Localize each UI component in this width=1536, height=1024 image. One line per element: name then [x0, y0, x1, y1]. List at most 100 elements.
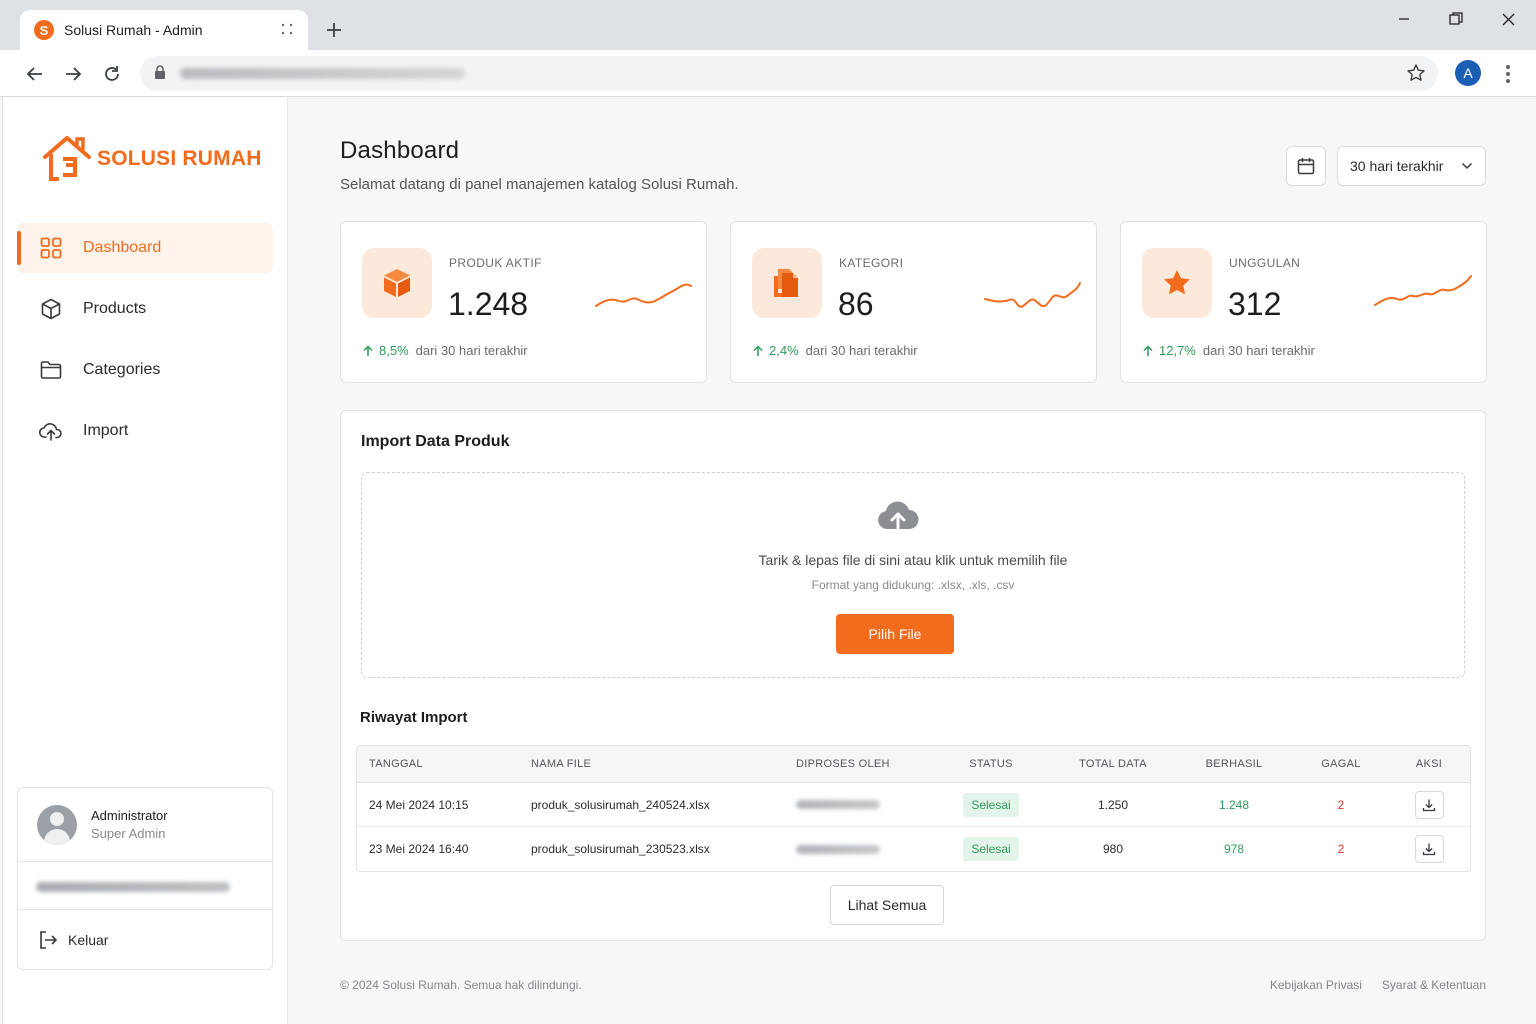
stat-value: 86 — [838, 286, 874, 322]
favicon-icon: S — [34, 20, 54, 40]
footer-links: Kebijakan Privasi Syarat & Ketentuan — [1270, 978, 1486, 992]
column-header: BERHASIL — [1205, 758, 1263, 770]
dropzone-text: Tarik & lepas file di sini atau klik unt… — [758, 552, 1068, 568]
user-card: Administrator Super Admin Keluar — [17, 787, 273, 970]
cube-icon — [362, 248, 432, 318]
url-text-redacted — [180, 68, 465, 79]
privacy-link[interactable]: Kebijakan Privasi — [1269, 978, 1362, 992]
trend-up: 12,7% — [1143, 343, 1196, 358]
user-role: Super Admin — [91, 826, 166, 841]
cell-success: 1.248 — [1218, 797, 1250, 812]
logout-button[interactable]: Keluar — [18, 910, 272, 970]
minimize-button[interactable] — [1384, 8, 1424, 30]
status-badge: Selesai — [963, 792, 1019, 817]
stat-value: 312 — [1228, 286, 1282, 322]
column-header: TANGGAL — [369, 758, 423, 770]
sidebar-item-products[interactable]: Products — [17, 284, 273, 334]
forward-button[interactable] — [59, 60, 87, 88]
sidebar-item-categories[interactable]: Categories — [17, 345, 273, 395]
cell-total: 1.250 — [1097, 797, 1129, 812]
address-bar[interactable] — [140, 56, 1438, 91]
cell-action — [1389, 827, 1469, 871]
import-title: Import Data Produk — [361, 433, 510, 450]
logout-label: Keluar — [68, 932, 109, 948]
house-logo-icon — [43, 136, 91, 181]
stat-card-products: PRODUK AKTIF 1.248 8,5% dari 30 hari ter… — [340, 221, 707, 383]
cloud-upload-icon — [39, 419, 63, 443]
arrow-up-icon — [1143, 344, 1153, 356]
app-root: SOLUSI RUMAH Dashboard Products Categori… — [0, 97, 1536, 1024]
terms-link[interactable]: Syarat & Ketentuan — [1381, 978, 1486, 992]
new-tab-button[interactable] — [318, 14, 350, 46]
documents-icon — [752, 248, 822, 318]
avatar — [37, 804, 77, 845]
cell-action — [1389, 783, 1469, 826]
file-dropzone[interactable]: Tarik & lepas file di sini atau klik unt… — [361, 472, 1465, 678]
browser-tab-strip: S Solusi Rumah - Admin — [0, 0, 1536, 50]
stat-label: PRODUK AKTIF — [449, 256, 542, 270]
tab-close-icon[interactable] — [280, 22, 294, 39]
cell-processed-by-redacted — [796, 783, 880, 826]
stat-label: UNGGULAN — [1229, 256, 1301, 270]
download-icon — [1422, 799, 1436, 811]
sparkline — [595, 283, 692, 307]
cell-total: 980 — [1102, 842, 1124, 856]
sidebar: SOLUSI RUMAH Dashboard Products Categori… — [2, 97, 288, 1024]
profile-avatar[interactable]: A — [1455, 60, 1481, 86]
stat-change: 8,5% — [379, 343, 409, 358]
box-icon — [39, 297, 63, 321]
range-select[interactable]: 30 hari terakhir — [1337, 146, 1486, 186]
reload-button[interactable] — [98, 60, 126, 88]
sidebar-item-label: Dashboard — [83, 239, 162, 256]
trend-up: 8,5% — [363, 343, 409, 358]
table-row: 23 Mei 2024 16:40 produk_solusirumah_230… — [357, 827, 1470, 871]
column-header: DIPROSES OLEH — [796, 758, 890, 770]
browser-tab[interactable]: S Solusi Rumah - Admin — [20, 10, 308, 50]
cell-failed: 2 — [1337, 842, 1345, 856]
footer-copyright: © 2024 Solusi Rumah. Semua hak dilindung… — [340, 978, 582, 992]
stat-period: dari 30 hari terakhir — [1202, 343, 1315, 358]
cell-processed-by-redacted — [796, 827, 880, 871]
page-subtitle: Selamat datang di panel manajemen katalo… — [340, 176, 739, 193]
back-button[interactable] — [21, 60, 49, 88]
close-window-button[interactable] — [1488, 8, 1528, 30]
cloud-upload-icon — [878, 501, 919, 530]
cell-filename: produk_solusirumah_240524.xlsx — [531, 797, 710, 812]
stat-label: KATEGORI — [839, 256, 904, 270]
stat-period: dari 30 hari terakhir — [415, 343, 528, 358]
user-profile[interactable]: Administrator Super Admin — [18, 788, 272, 862]
brand-name: SOLUSI RUMAH — [97, 147, 262, 170]
sidebar-item-label: Categories — [83, 361, 161, 378]
status-badge: Selesai — [963, 837, 1019, 861]
see-all-button[interactable]: Lihat Semua — [830, 885, 944, 925]
column-header: TOTAL DATA — [1079, 758, 1147, 770]
arrow-up-icon — [363, 344, 373, 356]
history-title: Riwayat Import — [360, 709, 468, 726]
sidebar-item-dashboard[interactable]: Dashboard — [17, 223, 273, 273]
stat-period: dari 30 hari terakhir — [805, 343, 918, 358]
download-button[interactable] — [1414, 790, 1444, 819]
cell-failed: 2 — [1337, 797, 1345, 812]
chevron-down-icon — [1461, 162, 1473, 170]
brand-logo[interactable]: SOLUSI RUMAH — [41, 135, 262, 183]
restore-button[interactable] — [1436, 8, 1476, 30]
download-button[interactable] — [1414, 835, 1444, 863]
sparkline — [984, 282, 1081, 308]
browser-menu-icon[interactable] — [1496, 62, 1520, 86]
logout-icon — [40, 931, 58, 949]
date-picker-button[interactable] — [1286, 146, 1326, 186]
sidebar-item-label: Products — [83, 300, 147, 317]
stat-footer: 8,5% dari 30 hari terakhir — [363, 343, 528, 358]
choose-file-button[interactable]: Pilih File — [836, 614, 954, 654]
trend-up: 2,4% — [753, 343, 799, 358]
stat-value: 1.248 — [448, 286, 529, 322]
stat-card-categories: KATEGORI 86 2,4% dari 30 hari terakhir — [730, 221, 1097, 383]
star-icon — [1142, 248, 1212, 318]
cell-success: 978 — [1223, 842, 1245, 856]
column-header: STATUS — [969, 758, 1013, 770]
table-row: 24 Mei 2024 10:15 produk_solusirumah_240… — [357, 783, 1470, 827]
user-name: Administrator — [91, 808, 168, 823]
bookmark-star-icon[interactable] — [1406, 63, 1426, 88]
stat-footer: 2,4% dari 30 hari terakhir — [753, 343, 918, 358]
sidebar-item-import[interactable]: Import — [17, 406, 273, 456]
